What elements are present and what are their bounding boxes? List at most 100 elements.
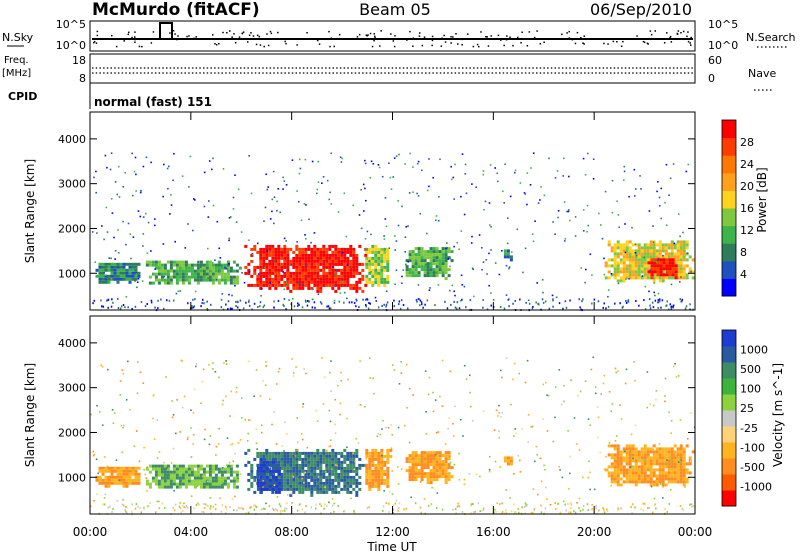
echo-speck	[219, 257, 222, 259]
echo-cell	[220, 479, 224, 483]
x-tick-label: 16:00	[476, 525, 511, 539]
echo-cell	[235, 464, 239, 468]
echo-speck	[573, 510, 575, 513]
echo-cell	[134, 475, 138, 479]
echo-cell	[334, 247, 338, 251]
echo-cell	[163, 482, 167, 486]
echo-cell	[280, 265, 284, 269]
echo-cell	[441, 268, 445, 272]
echo-cell	[665, 264, 669, 268]
echo-cell	[208, 467, 212, 471]
echo-cell	[423, 466, 427, 470]
echo-cell	[383, 283, 387, 287]
echo-cell	[229, 275, 233, 279]
echo-cell	[277, 475, 281, 479]
echo-speck	[586, 204, 589, 207]
echo-cell	[408, 466, 412, 470]
echo-speck	[302, 438, 304, 441]
echo-speck	[495, 510, 497, 513]
sky-dot	[127, 33, 129, 36]
echo-cell	[271, 250, 275, 254]
echo-speck	[264, 266, 266, 269]
echo-speck	[330, 511, 332, 514]
echo-speck	[118, 165, 120, 168]
echo-cell	[304, 475, 308, 479]
echo-cell	[447, 466, 451, 470]
echo-cell	[134, 262, 138, 266]
echo-cell	[250, 259, 254, 263]
echo-speck	[564, 300, 567, 303]
echo-speck	[217, 443, 220, 445]
echo-speck	[385, 305, 387, 308]
echo-speck	[625, 302, 628, 304]
echo-speck	[603, 374, 606, 377]
echo-speck	[239, 299, 242, 302]
echo-cell	[616, 255, 620, 259]
echo-speck	[273, 196, 276, 198]
echo-cell	[265, 274, 269, 278]
echo-speck	[110, 305, 113, 308]
echo-cell	[634, 267, 638, 271]
echo-cell	[625, 462, 629, 466]
echo-speck	[664, 395, 666, 397]
echo-cell	[101, 472, 105, 476]
echo-speck	[125, 476, 127, 479]
echo-cell	[634, 477, 638, 481]
echo-speck	[652, 241, 655, 244]
echo-cell	[271, 460, 275, 464]
echo-cell	[450, 250, 454, 254]
echo-speck	[633, 361, 635, 363]
echo-cell	[634, 471, 638, 475]
echo-cell	[331, 259, 335, 263]
echo-speck	[597, 436, 599, 439]
echo-cell	[110, 469, 114, 473]
colorbar-swatch	[722, 137, 736, 156]
search-tick-bottom: 10^0	[708, 39, 738, 52]
echo-cell	[631, 276, 635, 280]
echo-cell	[295, 283, 299, 287]
echo-cell	[116, 481, 120, 485]
echo-cell	[268, 469, 272, 473]
echo-cell	[337, 478, 341, 482]
echo-speck	[665, 163, 668, 166]
echo-cell	[664, 471, 668, 475]
echo-speck	[625, 300, 627, 303]
echo-cell	[295, 265, 299, 269]
y-tick-label: 2000	[58, 426, 86, 439]
echo-cell	[637, 243, 641, 247]
echo-speck	[400, 361, 402, 363]
echo-cell	[116, 280, 120, 284]
echo-cell	[199, 482, 203, 486]
echo-cell	[670, 246, 674, 250]
echo-cell	[423, 265, 427, 269]
echo-speck	[283, 450, 285, 452]
echo-cell	[310, 277, 314, 281]
echo-cell	[676, 480, 680, 484]
echo-cell	[163, 278, 167, 282]
echo-cell	[166, 476, 170, 480]
echo-cell	[420, 463, 424, 467]
echo-cell	[655, 474, 659, 478]
echo-cell	[640, 267, 644, 271]
echo-speck	[596, 406, 599, 408]
echo-cell	[265, 466, 269, 470]
echo-cell	[160, 482, 164, 486]
echo-cell	[154, 266, 158, 270]
echo-cell	[226, 263, 230, 267]
echo-speck	[524, 381, 527, 384]
sky-dot	[277, 31, 279, 34]
echo-speck	[680, 300, 682, 303]
echo-cell	[673, 480, 677, 484]
echo-cell	[441, 466, 445, 470]
echo-cell	[622, 249, 626, 253]
colorbar-swatch	[722, 243, 736, 262]
echo-cell	[262, 475, 266, 479]
echo-speck	[555, 386, 557, 388]
echo-speck	[644, 308, 647, 311]
echo-cell	[667, 456, 671, 460]
echo-cell	[125, 478, 129, 482]
echo-speck	[471, 419, 474, 422]
echo-speck	[660, 217, 662, 220]
echo-cell	[298, 274, 302, 278]
echo-cell	[217, 479, 221, 483]
